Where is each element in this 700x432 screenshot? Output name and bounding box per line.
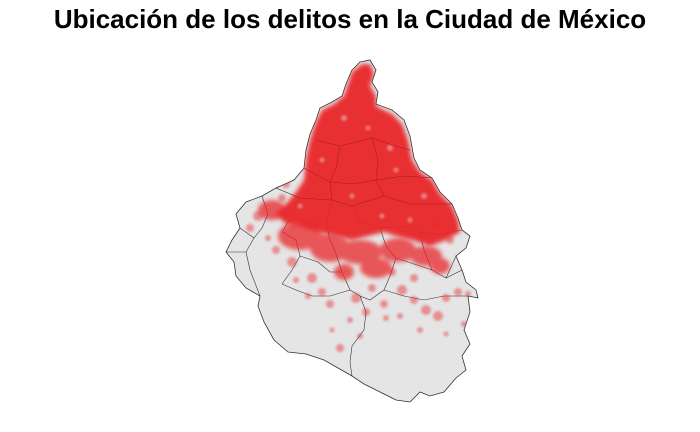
crime-points-layer	[246, 64, 471, 352]
map-title: Ubicación de los delitos en la Ciudad de…	[53, 4, 647, 34]
borough-lines-overlay	[275, 137, 452, 207]
